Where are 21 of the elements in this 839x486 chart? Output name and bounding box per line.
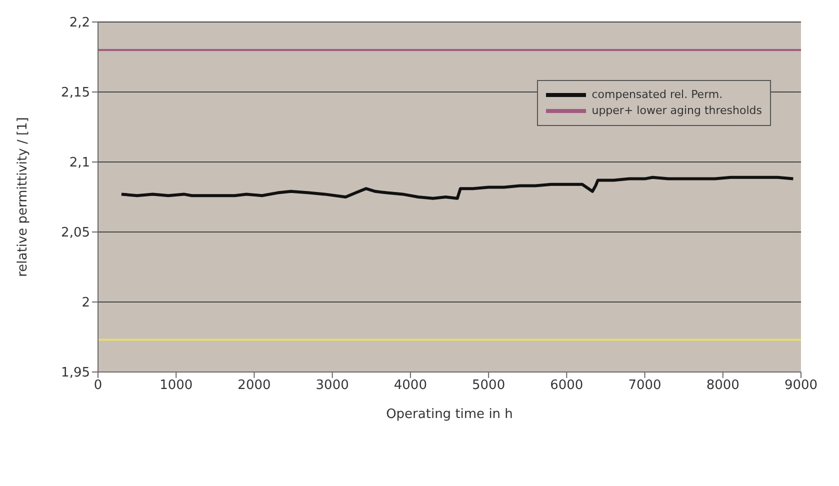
x-tick-label: 1000 xyxy=(160,378,193,394)
y-tick-label: 1,95 xyxy=(61,366,90,381)
x-tick-label: 2000 xyxy=(238,378,271,394)
y-tick-label: 2,15 xyxy=(61,86,90,101)
line-series xyxy=(120,176,795,200)
y-axis-title: relative permittivity / [1] xyxy=(16,117,31,277)
x-tick-label: 3000 xyxy=(316,378,349,394)
y-tick-label: 2,2 xyxy=(69,16,90,31)
x-tick-label: 8000 xyxy=(706,378,740,394)
x-tick-label: 0 xyxy=(94,378,102,394)
x-tick-label: 4000 xyxy=(394,378,427,394)
y-tick-label: 2,05 xyxy=(61,226,90,241)
legend-label: upper+ lower aging thresholds xyxy=(592,103,762,119)
y-tick-label: 2,1 xyxy=(69,156,90,171)
y-tick-label: 2 xyxy=(82,296,90,311)
x-tick-label: 6000 xyxy=(550,378,584,394)
x-axis-title: Operating time in h xyxy=(386,407,513,422)
legend-label: compensated rel. Perm. xyxy=(592,87,723,103)
x-tick-label: 7000 xyxy=(628,378,662,394)
x-tick-label: 5000 xyxy=(472,378,506,394)
x-tick-label: 9000 xyxy=(784,378,818,394)
